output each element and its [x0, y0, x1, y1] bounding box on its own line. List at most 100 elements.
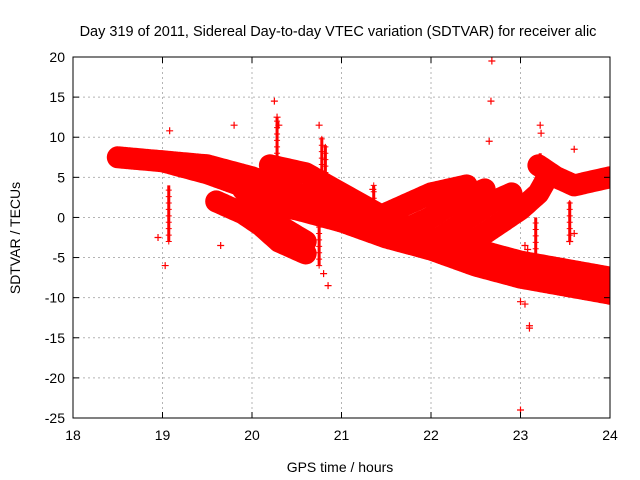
data-point: [161, 262, 169, 270]
data-point: [165, 193, 172, 200]
data-point: [537, 155, 544, 162]
data-band-4: [205, 190, 317, 265]
data-point: [275, 121, 283, 129]
data-point: [322, 143, 329, 150]
data-point: [274, 150, 281, 157]
data-point: [165, 187, 172, 194]
data-point: [537, 174, 544, 181]
data-point: [154, 234, 162, 241]
x-tick-label: 18: [65, 427, 81, 443]
data-point: [566, 200, 573, 207]
data-point: [521, 242, 529, 250]
data-point: [322, 175, 329, 182]
data-point: [370, 208, 377, 215]
data-point: [274, 143, 281, 150]
data-point: [532, 258, 539, 265]
data-point: [274, 137, 281, 144]
x-tick-label: 21: [334, 427, 350, 443]
y-tick-label: 0: [57, 209, 65, 225]
data-point: [217, 242, 225, 250]
data-point: [537, 129, 545, 137]
y-tick-label: 15: [49, 89, 65, 105]
data-point: [485, 137, 493, 145]
data-point: [318, 167, 325, 174]
y-tick-label: 10: [49, 129, 65, 145]
data-point: [316, 256, 323, 263]
data-point: [273, 113, 281, 121]
data-point: [274, 131, 281, 138]
data-point: [566, 212, 573, 219]
data-point: [318, 155, 325, 162]
data-point: [274, 169, 281, 176]
data-point: [536, 121, 544, 129]
data-point: [487, 97, 495, 105]
data-point: [318, 142, 325, 149]
data-point: [532, 245, 539, 252]
data-point: [525, 324, 533, 332]
data-point: [566, 225, 573, 232]
x-tick-label: 19: [155, 427, 171, 443]
data-point: [318, 174, 325, 181]
data-point: [165, 232, 172, 239]
data-point: [316, 262, 323, 269]
data-point: [566, 238, 574, 246]
x-tick-label: 22: [423, 427, 439, 443]
data-point: [322, 156, 329, 163]
data-point: [165, 200, 172, 207]
data-point: [316, 249, 323, 256]
data-point: [165, 238, 172, 245]
data-point: [370, 214, 377, 221]
data-point: [322, 150, 329, 157]
axes: 18 19 20 21 22 23 24 -25 -20 -15 -10 -5 0 5 10 15 20: [45, 49, 618, 443]
data-point: [370, 182, 377, 189]
data-point: [316, 211, 323, 218]
plot-area: [106, 57, 610, 414]
data-band-9: [455, 166, 559, 257]
data-band-10: [527, 154, 610, 197]
data-band-8: [429, 182, 523, 249]
x-tick-label: 20: [244, 427, 260, 443]
data-point: [316, 204, 323, 211]
data-point: [318, 161, 325, 168]
data-band-7: [402, 178, 496, 237]
data-point: [316, 236, 323, 243]
data-point: [517, 298, 524, 306]
data-point: [165, 206, 172, 213]
data-point: [166, 127, 174, 135]
data-point: [322, 182, 329, 189]
y-tick-label: 5: [57, 169, 65, 185]
y-axis-label: SDTVAR / TECUs: [7, 182, 23, 294]
data-point: [322, 163, 329, 170]
data-point: [274, 163, 281, 170]
data-point: [316, 198, 323, 205]
data-point: [316, 230, 323, 237]
y-tick-label: -15: [45, 330, 65, 346]
data-point: [274, 182, 281, 189]
x-axis-label: GPS time / hours: [287, 459, 394, 475]
data-point: [165, 212, 172, 219]
data-point: [318, 148, 325, 155]
y-tick-label: -5: [53, 250, 66, 266]
data-point: [566, 219, 573, 226]
data-point: [524, 246, 532, 254]
data-point: [537, 161, 544, 168]
data-point: [318, 135, 325, 142]
data-point: [270, 97, 278, 105]
y-tick-label: -20: [45, 370, 65, 386]
x-tick-label: 24: [602, 427, 618, 443]
data-point: [537, 167, 544, 174]
data-point: [488, 57, 496, 65]
x-tick-label: 23: [513, 427, 529, 443]
data-point: [316, 191, 323, 198]
data-point: [274, 175, 281, 182]
data-point: [532, 252, 539, 259]
data-point: [370, 195, 377, 202]
data-point: [324, 282, 332, 290]
y-tick-label: -25: [45, 410, 65, 426]
data-point: [369, 185, 377, 193]
grid-lines: [73, 57, 610, 418]
data-band-6: [366, 174, 478, 229]
data-point: [322, 169, 329, 176]
data-point: [570, 145, 578, 153]
